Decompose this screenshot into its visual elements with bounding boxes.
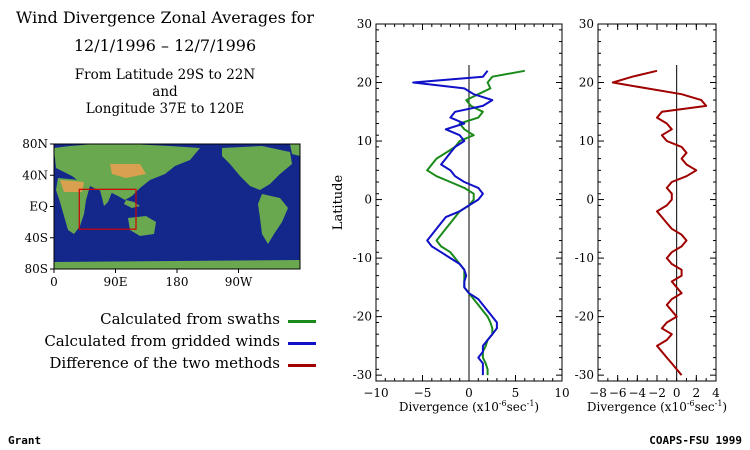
series-line-1 xyxy=(412,70,498,376)
map-lat-label: 80S xyxy=(25,262,49,276)
y-tick-label: 0 xyxy=(586,193,594,207)
x-tick-label: −2 xyxy=(648,386,666,400)
y-tick-label: 10 xyxy=(579,134,594,148)
legend-swatch-gridded xyxy=(288,342,316,345)
y-tick-label: 30 xyxy=(579,17,594,31)
legend-label-difference: Difference of the two methods xyxy=(49,354,280,372)
map-lat-label: 80N xyxy=(22,137,48,151)
x-tick-label: −8 xyxy=(589,386,607,400)
series-line-0 xyxy=(426,69,525,376)
x-axis-label: Divergence (x10-6sec-1) xyxy=(587,399,727,414)
y-tick-label: -20 xyxy=(575,310,594,324)
map-lon-label: 0 xyxy=(50,275,58,289)
legend-item-gridded: Calculated from gridded winds xyxy=(0,332,320,352)
map-desert xyxy=(60,164,146,192)
x-axis-label: Divergence (x10-6sec-1) xyxy=(399,399,539,414)
title-latitude-range: From Latitude 29S to 22N xyxy=(74,67,256,83)
y-tick-label: 30 xyxy=(357,17,372,31)
title-longitude-range: Longitude 37E to 120E xyxy=(85,101,245,117)
map-lat-label: 40N xyxy=(22,168,48,182)
x-tick-label: 2 xyxy=(693,386,701,400)
legend-item-swaths: Calculated from swaths xyxy=(0,310,320,330)
map-lon-label: 90W xyxy=(225,275,253,289)
series-line-0 xyxy=(611,69,708,376)
credit-org: COAPS-FSU 1999 xyxy=(649,434,742,447)
divergence-chart: -30 -20 -10 0 10 20 30 −10 −5 0 5 10 Divergence (x10… xyxy=(331,17,570,414)
x-tick-label: 4 xyxy=(712,386,720,400)
plot-frame xyxy=(597,23,717,382)
y-tick-label: 10 xyxy=(357,134,372,148)
y-tick-label: 20 xyxy=(357,76,372,90)
y-tick-label: -30 xyxy=(353,368,372,382)
x-tick-label: −10 xyxy=(363,386,388,400)
map-lon-label: 90E xyxy=(103,275,127,289)
chart-title-region: From Latitude 29S to 22N and Longitude 3… xyxy=(0,67,330,118)
legend-swatch-swaths xyxy=(288,320,316,323)
y-tick-label: -30 xyxy=(575,368,594,382)
x-tick-label: 10 xyxy=(554,386,569,400)
x-tick-label: 0 xyxy=(673,386,681,400)
x-tick-label: −6 xyxy=(609,386,627,400)
x-tick-label: −4 xyxy=(628,386,646,400)
y-axis-label: Latitude xyxy=(331,175,346,231)
x-tick-label: 0 xyxy=(465,386,473,400)
title-and: and xyxy=(152,84,178,100)
legend-label-gridded: Calculated from gridded winds xyxy=(44,332,280,350)
map-lon-label: 180 xyxy=(166,275,189,289)
x-tick-label: −5 xyxy=(414,386,432,400)
y-tick-label: -20 xyxy=(353,310,372,324)
y-tick-label: 0 xyxy=(364,193,372,207)
y-tick-label: -10 xyxy=(353,251,372,265)
map-region-box xyxy=(78,188,137,230)
y-tick-label: -10 xyxy=(575,251,594,265)
legend-item-difference: Difference of the two methods xyxy=(0,354,320,374)
map-lat-label: 40S xyxy=(25,231,49,245)
map-lat-label: EQ xyxy=(29,200,48,214)
credit-author: Grant xyxy=(8,434,42,447)
chart-title-dates: 12/1/1996 – 12/7/1996 xyxy=(73,36,257,55)
legend-label-swaths: Calculated from swaths xyxy=(100,310,280,328)
x-tick-label: 5 xyxy=(512,386,520,400)
y-tick-label: 20 xyxy=(579,76,594,90)
legend-swatch-difference xyxy=(288,364,316,367)
chart-title-line1: Wind Divergence Zonal Averages for xyxy=(15,8,315,27)
